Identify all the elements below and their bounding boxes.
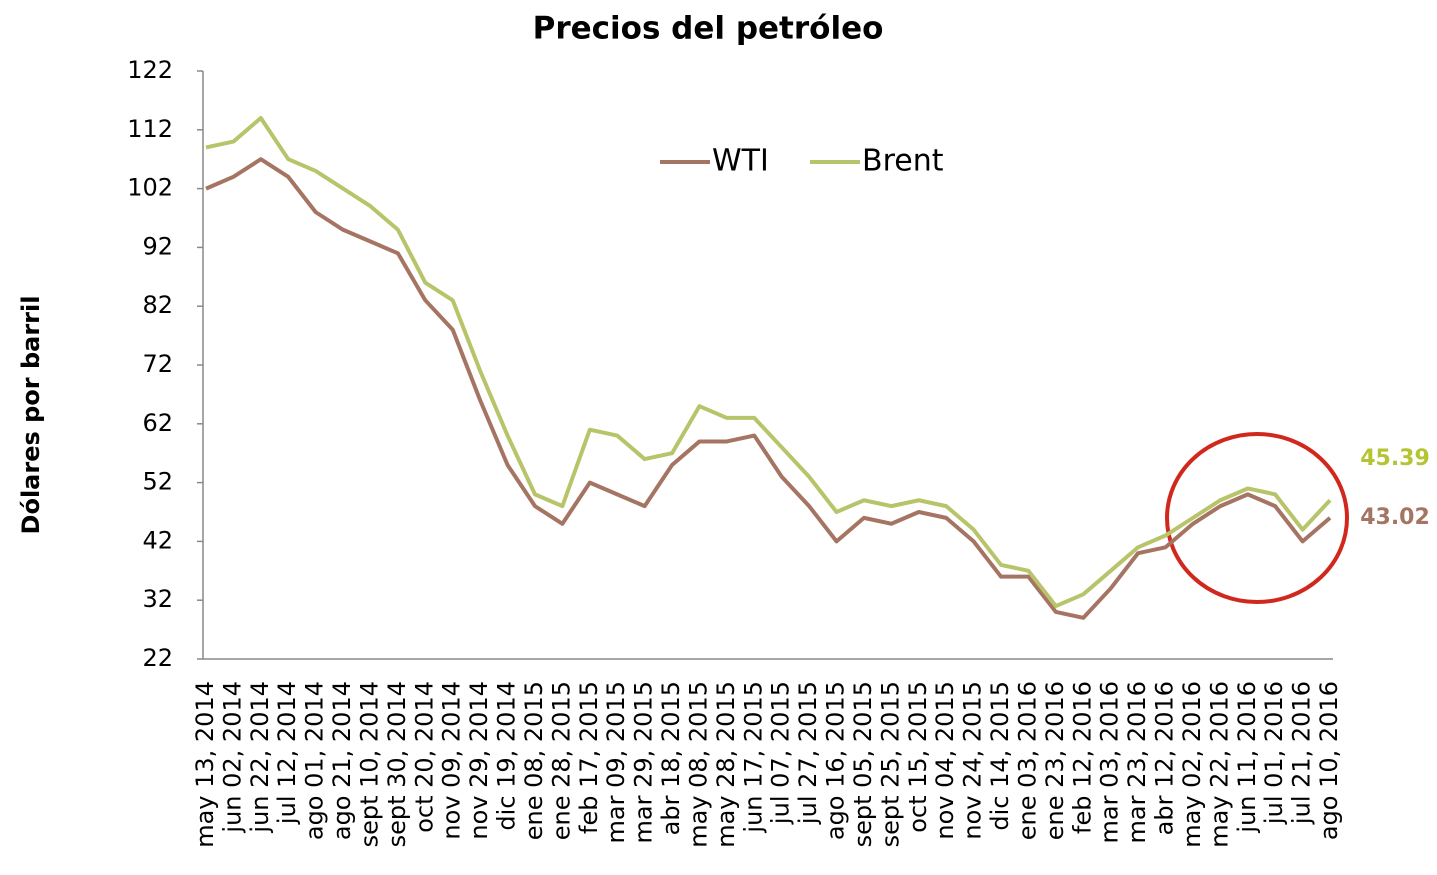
x-tick-label: may 08, 2015 — [684, 681, 712, 848]
series-line — [205, 116, 1332, 609]
x-tick-label: dic 19, 2014 — [493, 681, 521, 831]
x-tick-label: dic 14, 2015 — [986, 681, 1014, 831]
x-tick-label: sept 10, 2014 — [355, 681, 383, 847]
x-tick-label: nov 29, 2014 — [465, 681, 493, 840]
x-tick-label: may 28, 2015 — [712, 681, 740, 848]
x-tick-label: mar 03, 2016 — [1096, 681, 1124, 843]
y-tick-label: 52 — [142, 468, 173, 496]
x-tick-label: jul 07, 2015 — [767, 681, 795, 825]
x-tick-label: oct 20, 2014 — [410, 681, 438, 833]
x-tick-label: abr 12, 2016 — [1151, 681, 1179, 835]
value-annotation: 43.02 — [1360, 505, 1430, 530]
x-tick-label: jun 22, 2014 — [246, 681, 274, 834]
x-tick-label: ene 23, 2016 — [1041, 681, 1069, 840]
x-tick-label: oct 15, 2015 — [904, 681, 932, 833]
y-tick-label: 92 — [142, 232, 173, 260]
x-tick-label: ene 03, 2016 — [1013, 681, 1041, 840]
x-tick-label: ago 16, 2015 — [822, 681, 850, 840]
x-tick-label: mar 29, 2015 — [630, 681, 658, 843]
x-tick-label: jul 01, 2016 — [1260, 681, 1288, 825]
y-tick-label: 112 — [127, 115, 173, 143]
x-tick-label: jun 17, 2015 — [739, 681, 767, 834]
x-tick-label: nov 04, 2015 — [931, 681, 959, 840]
y-tick-label: 62 — [142, 409, 173, 437]
x-tick-label: jul 27, 2015 — [794, 681, 822, 825]
x-tick-label: ago 10, 2016 — [1315, 681, 1343, 840]
x-tick-label: feb 12, 2016 — [1068, 681, 1096, 834]
x-tick-label: jun 02, 2014 — [218, 681, 246, 834]
y-tick-label: 22 — [142, 644, 173, 672]
x-tick-label: may 02, 2016 — [1178, 681, 1206, 848]
y-tick-label: 32 — [142, 585, 173, 613]
x-tick-label: jul 12, 2014 — [273, 681, 301, 825]
legend-label: Brent — [862, 144, 944, 179]
x-tick-label: mar 09, 2015 — [602, 681, 630, 843]
x-tick-label: nov 24, 2015 — [959, 681, 987, 840]
x-tick-label: may 13, 2014 — [191, 681, 219, 848]
y-tick-label: 122 — [127, 56, 173, 84]
series-line — [205, 157, 1332, 620]
x-tick-label: ago 21, 2014 — [328, 681, 356, 840]
y-tick-label: 42 — [142, 526, 173, 554]
x-tick-label: mar 23, 2016 — [1123, 681, 1151, 843]
x-tick-label: nov 09, 2014 — [438, 681, 466, 840]
y-axis-label: Dólares por barril — [17, 296, 45, 535]
x-tick-label: sept 30, 2014 — [383, 681, 411, 847]
x-tick-label: may 22, 2016 — [1205, 681, 1233, 848]
x-tick-label: abr 18, 2015 — [657, 681, 685, 835]
x-tick-label: jul 21, 2016 — [1288, 681, 1316, 825]
highlight-circle — [1165, 432, 1349, 604]
y-tick-label: 72 — [142, 350, 173, 378]
y-tick-label: 102 — [127, 174, 173, 202]
value-annotation: 45.39 — [1360, 446, 1430, 471]
chart-title: Precios del petróleo — [533, 11, 884, 47]
x-tick-label: sept 05, 2015 — [849, 681, 877, 847]
y-tick-label: 82 — [142, 291, 173, 319]
legend-label: WTI — [712, 144, 769, 179]
x-tick-label: ene 08, 2015 — [520, 681, 548, 840]
x-tick-label: ene 28, 2015 — [547, 681, 575, 840]
x-tick-label: ago 01, 2014 — [301, 681, 329, 840]
x-tick-label: sept 25, 2015 — [876, 681, 904, 847]
x-tick-label: feb 17, 2015 — [575, 681, 603, 834]
x-tick-label: jun 11, 2016 — [1233, 681, 1261, 834]
